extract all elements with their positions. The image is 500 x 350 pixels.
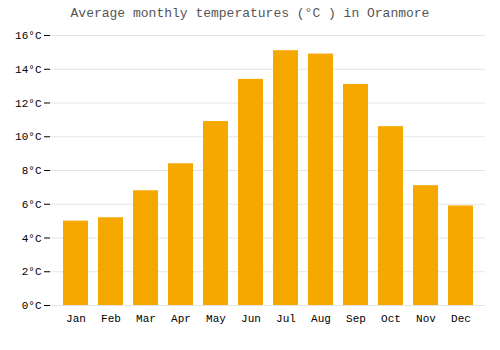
svg-text:Feb: Feb	[101, 313, 121, 325]
svg-text:10°C: 10°C	[15, 131, 42, 143]
svg-text:Jul: Jul	[276, 313, 296, 325]
svg-text:Apr: Apr	[171, 313, 191, 325]
svg-text:Nov: Nov	[416, 313, 436, 325]
svg-text:Oct: Oct	[381, 313, 401, 325]
svg-text:4°C: 4°C	[22, 233, 42, 245]
svg-text:0°C: 0°C	[22, 300, 42, 312]
svg-text:Mar: Mar	[136, 313, 156, 325]
svg-text:12°C: 12°C	[15, 98, 42, 110]
html-text:Average monthly temperatures (: Average monthly temperatures (°C ) in Or…	[70, 6, 430, 21]
svg-text:May: May	[206, 313, 226, 325]
svg-text:2°C: 2°C	[22, 266, 42, 278]
svg-text:Aug: Aug	[311, 313, 331, 325]
svg-text:14°C: 14°C	[15, 64, 42, 76]
svg-text:Sep: Sep	[346, 313, 366, 325]
svg-text:6°C: 6°C	[22, 199, 42, 211]
svg-text:16°C: 16°C	[15, 30, 42, 42]
svg-text:Jun: Jun	[241, 313, 261, 325]
svg-text:8°C: 8°C	[22, 165, 42, 177]
svg-text:Dec: Dec	[451, 313, 471, 325]
svg-text:Jan: Jan	[66, 313, 86, 325]
